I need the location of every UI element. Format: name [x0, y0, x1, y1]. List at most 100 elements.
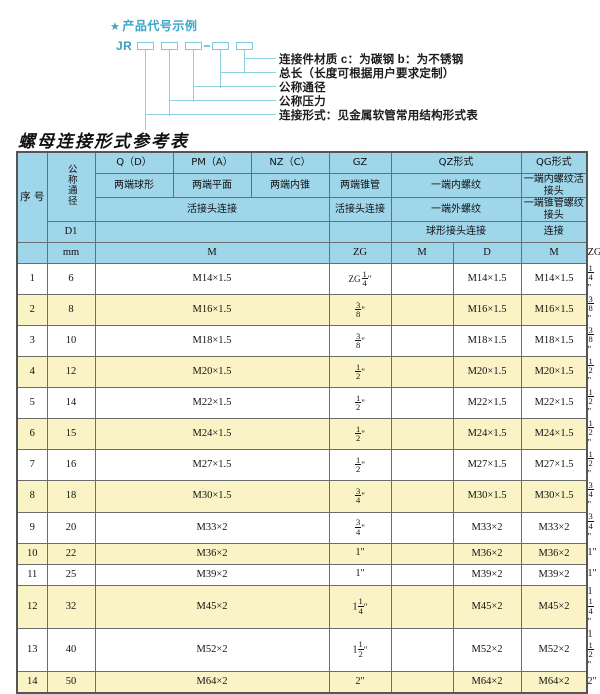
code-box-5	[236, 42, 253, 50]
cell-nominal-diameter: 18	[46, 480, 96, 513]
header-group-qz: QZ形式	[390, 151, 522, 174]
cell-nominal-diameter: 15	[46, 418, 96, 451]
cell-qz-d: M33×2	[452, 511, 522, 544]
cell-qz-m	[390, 511, 454, 544]
header-nominal-diameter: 公称通径	[46, 151, 96, 222]
cell-nominal-diameter: 22	[46, 542, 96, 565]
header-qz-desc2: 一端外螺纹	[390, 197, 522, 222]
header-group-gz: GZ	[328, 151, 392, 174]
leader-line-2-h	[169, 100, 276, 102]
header-index: 序 号	[16, 151, 48, 243]
table-row: 1 6 M14×1.5 ZG 1 4 " M14×1.5 M14×1.5 1 4 "	[16, 262, 594, 296]
cell-index: 14	[16, 671, 48, 694]
code-box-3	[185, 42, 202, 50]
header-row-desc2: 活接头连接 活接头连接 一端外螺纹 一端锥管螺纹接头	[17, 197, 588, 222]
header-sub-gz-zg: ZG	[328, 242, 392, 264]
header-row-d1: D1 球形接头连接 连接	[17, 221, 588, 243]
table-row: 6 15 M24×1.5 1 2 " M24×1.5 M24×1.5 1 2 "	[16, 418, 594, 451]
header-qg-desc1: 一端内螺纹活接头	[520, 173, 588, 198]
cell-qg-m: M64×2	[520, 671, 588, 694]
code-separator-dash	[204, 45, 210, 47]
cell-nominal-diameter: 50	[46, 671, 96, 694]
cell-nominal-diameter: 12	[46, 356, 96, 389]
table-row: 11 25 M39×2 1" M39×2 M39×2 1"	[16, 563, 597, 586]
table-row: 4 12 M20×1.5 1 2 " M20×1.5 M20×1.5 1 2 "	[16, 356, 594, 389]
note-nominal-pressure: 公称压力	[279, 96, 326, 108]
cell-qz-m	[390, 325, 454, 358]
cell-q-m: M20×1.5	[94, 356, 330, 389]
leader-line-4-h	[220, 72, 276, 74]
header-gz-desc3	[328, 221, 392, 243]
table-row: 3 10 M18×1.5 3 8 " M18×1.5 M18×1.5 3 8 "	[16, 325, 594, 358]
cell-index: 13	[16, 627, 48, 673]
cell-q-m: M30×1.5	[94, 480, 330, 513]
cell-index: 11	[16, 563, 48, 586]
cell-nominal-diameter: 6	[46, 262, 96, 296]
cell-qg-m: M18×1.5	[520, 325, 588, 358]
cell-nominal-diameter: 16	[46, 449, 96, 482]
cell-gz-zg: 1 2 "	[328, 356, 392, 389]
cell-q-m: M18×1.5	[94, 325, 330, 358]
cell-gz-zg: 1 1 4 "	[328, 584, 392, 629]
leader-line-3-v	[193, 50, 195, 102]
cell-q-m: M22×1.5	[94, 387, 330, 420]
header-nz-desc1: 两端内锥	[250, 173, 330, 198]
cell-gz-zg: ZG 1 4 "	[328, 262, 392, 296]
code-box-1	[137, 42, 154, 50]
cell-gz-zg: 1 1 2 "	[328, 627, 392, 673]
cell-qz-d: M14×1.5	[452, 262, 522, 296]
header-group-nz: NZ（C）	[250, 151, 330, 174]
cell-qz-m	[390, 671, 454, 694]
cell-index: 6	[16, 418, 48, 451]
leader-line-5-h	[244, 58, 276, 60]
cell-qg-m: M52×2	[520, 627, 588, 673]
table-row: 9 20 M33×2 3 4 " M33×2 M33×2 3 4 "	[16, 511, 594, 544]
cell-qg-m: M14×1.5	[520, 262, 588, 296]
cell-qz-m	[390, 418, 454, 451]
cell-index: 9	[16, 511, 48, 544]
code-box-4	[212, 42, 229, 50]
code-prefix: JR	[116, 39, 133, 53]
note-connector-material: 连接件材质 c：为碳钢 b：为不锈钢	[279, 54, 464, 66]
cell-gz-zg: 3 8 "	[328, 294, 392, 327]
note-total-length: 总长（长度可根据用户要求定制）	[279, 68, 455, 80]
cell-q-m: M24×1.5	[94, 418, 330, 451]
diagram-title: ★ 产品代号示例	[110, 17, 197, 34]
cell-gz-zg: 1"	[328, 563, 392, 586]
header-unit-mm: mm	[46, 242, 96, 264]
header-qz-desc1: 一端内螺纹	[390, 173, 522, 198]
header-row-desc1: 两端球形 两端平面 两端内锥 两端锥管 一端内螺纹 一端内螺纹活接头	[17, 173, 588, 198]
header-pm-desc1: 两端平面	[172, 173, 252, 198]
cell-qz-d: M27×1.5	[452, 449, 522, 482]
leader-line-2-v	[169, 50, 171, 116]
cell-gz-zg: 1 2 "	[328, 449, 392, 482]
cell-qg-m: M27×1.5	[520, 449, 588, 482]
cell-qz-m	[390, 584, 454, 629]
cell-index: 5	[16, 387, 48, 420]
cell-q-m: M64×2	[94, 671, 330, 694]
header-d1: D1	[46, 221, 96, 243]
cell-gz-zg: 1"	[328, 542, 392, 565]
cell-gz-zg: 2"	[328, 671, 392, 694]
cell-gz-zg: 1 2 "	[328, 387, 392, 420]
header-nominal-diameter-label: 公称通径	[65, 163, 77, 206]
cell-qg-m: M39×2	[520, 563, 588, 586]
header-gz-desc1: 两端锥管	[328, 173, 392, 198]
cell-qz-m	[390, 262, 454, 296]
page-title: 螺母连接形式参考表	[18, 132, 189, 152]
cell-nominal-diameter: 20	[46, 511, 96, 544]
table-row: 13 40 M52×2 1 1 2 " M52×2 M52×2 1 1 2 "	[16, 627, 594, 673]
header-row-codes: 序 号 公称通径 Q（D） PM（A） NZ（C） GZ QZ形式 QG形式	[16, 151, 588, 243]
header-group-q: Q（D）	[94, 151, 174, 174]
cell-nominal-diameter: 40	[46, 627, 96, 673]
cell-qz-m	[390, 449, 454, 482]
cell-qz-d: M16×1.5	[452, 294, 522, 327]
header-sub-q-m: M	[94, 242, 330, 264]
cell-qz-d: M39×2	[452, 563, 522, 586]
cell-qz-m	[390, 387, 454, 420]
header-sub-qz-d: D	[452, 242, 522, 264]
header-row-units: mm M ZG M D M ZG	[16, 242, 600, 264]
header-sub-qz-m: M	[390, 242, 454, 264]
leader-line-3-h	[193, 86, 276, 88]
cell-nominal-diameter: 32	[46, 584, 96, 629]
